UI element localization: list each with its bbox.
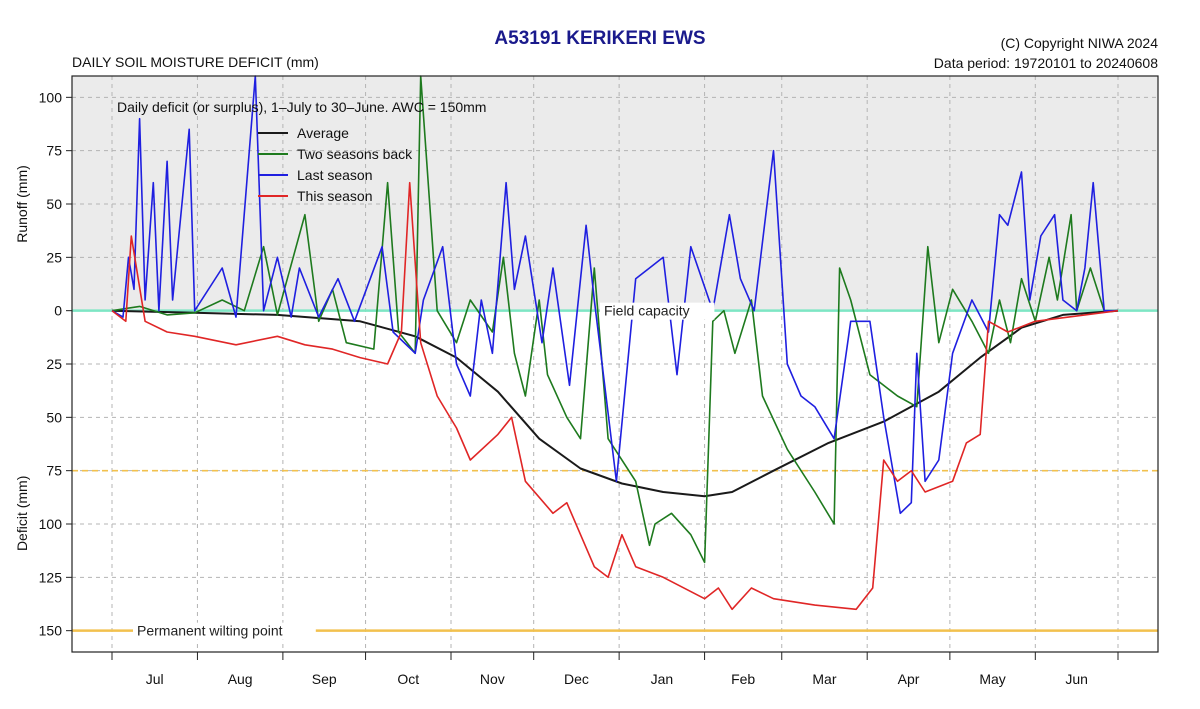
- x-tick-label: Mar: [812, 671, 836, 687]
- y-tick-label: 50: [46, 196, 62, 212]
- legend-label-average: Average: [297, 125, 349, 141]
- x-tick-label: May: [979, 671, 1005, 687]
- y-axis-label-deficit: Deficit (mm): [14, 476, 30, 551]
- y-axis-label-runoff: Runoff (mm): [14, 165, 30, 243]
- y-tick-label: 125: [39, 569, 63, 585]
- x-tick-label: Jul: [146, 671, 164, 687]
- y-tick-label: 150: [39, 623, 63, 639]
- y-tick-label: 75: [46, 143, 62, 159]
- y-tick-label: 25: [46, 356, 62, 372]
- x-tick-label: Feb: [731, 671, 755, 687]
- y-tick-label: 100: [39, 516, 63, 532]
- copyright-text: (C) Copyright NIWA 2024: [1000, 35, 1158, 51]
- y-tick-label: 50: [46, 409, 62, 425]
- x-tick-label: Sep: [312, 671, 337, 687]
- y-tick-label: 25: [46, 249, 62, 265]
- chart-subtitle: DAILY SOIL MOISTURE DEFICIT (mm): [72, 54, 319, 70]
- x-tick-label: Jun: [1065, 671, 1088, 687]
- series-line-last-season: [111, 75, 1118, 515]
- chart-title: A53191 KERIKERI EWS: [494, 28, 706, 49]
- series-line-this-season: [111, 181, 1119, 611]
- x-tick-label: Jan: [651, 671, 674, 687]
- legend-label-last-season: Last season: [297, 167, 373, 183]
- legend-label-this-season: This season: [297, 188, 372, 204]
- series-line-two-seasons-back: [111, 75, 1118, 564]
- data-period-text: Data period: 19720101 to 20240608: [933, 55, 1158, 71]
- wilting-point-label-bg: [133, 622, 316, 640]
- y-tick-label: 0: [54, 303, 62, 319]
- field-capacity-label-bg: [600, 302, 715, 320]
- series-line-average: [111, 309, 1119, 498]
- x-tick-label: Nov: [480, 671, 505, 687]
- x-tick-label: Apr: [898, 671, 920, 687]
- y-tick-label: 75: [46, 463, 62, 479]
- legend-label-two-seasons-back: Two seasons back: [297, 146, 413, 162]
- y-tick-label: 100: [39, 89, 63, 105]
- runoff-region: [72, 76, 1158, 311]
- x-tick-label: Oct: [397, 671, 419, 687]
- legend-title: Daily deficit (or surplus), 1–July to 30…: [117, 99, 486, 115]
- wilting-point-label: Permanent wilting point: [137, 623, 283, 639]
- x-tick-label: Aug: [228, 671, 253, 687]
- field-capacity-label: Field capacity: [604, 303, 690, 319]
- x-tick-label: Dec: [564, 671, 589, 687]
- chart-credits: (C) Copyright NIWA 2024 Data period: 197…: [934, 33, 1158, 73]
